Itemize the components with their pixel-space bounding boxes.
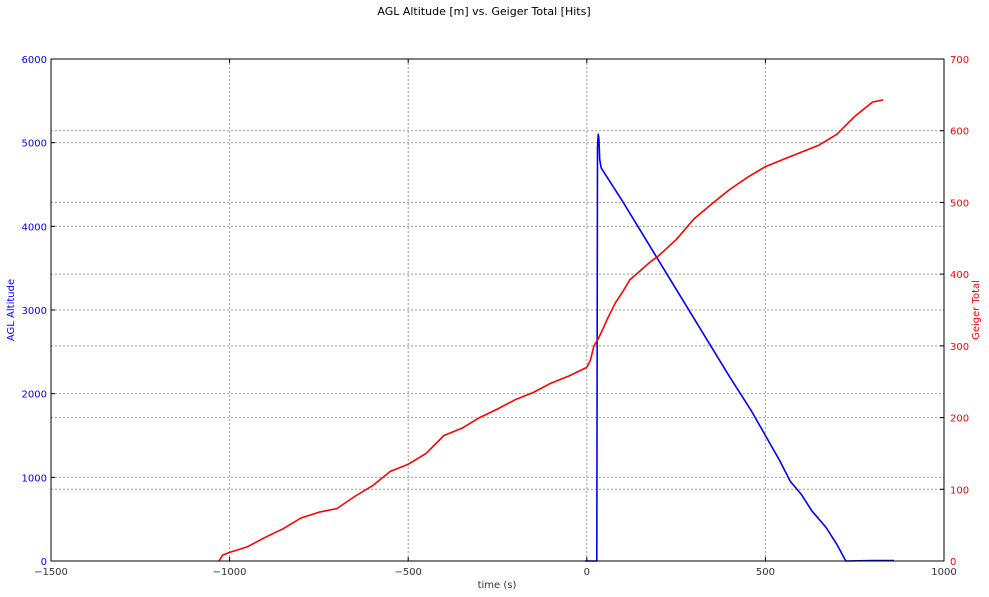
y-axis-left-title: AGL Altitude <box>6 279 17 341</box>
y-right-tick-label: 0 <box>950 557 956 568</box>
x-tick-label: 0 <box>584 567 590 578</box>
y-left-tick-label: 2000 <box>22 390 47 401</box>
chart-title: AGL Altitude [m] vs. Geiger Total [Hits] <box>377 5 590 18</box>
y-right-tick-label: 500 <box>950 198 969 209</box>
y-left-tick-label: 3000 <box>22 306 47 317</box>
series-lines <box>218 99 894 562</box>
axes: −1500 −1000 −500 0 500 1000010002000300040005… <box>22 55 970 578</box>
grid-lines <box>51 59 944 561</box>
y-left-tick-label: 0 <box>41 557 47 568</box>
x-tick-label: 500 <box>756 567 775 578</box>
x-tick-label: 1000 <box>931 567 956 578</box>
y-left-tick-label: 5000 <box>22 139 47 150</box>
x-tick-label: −1500 <box>34 567 68 578</box>
y-right-tick-label: 200 <box>950 414 969 425</box>
y-right-tick-label: 100 <box>950 485 969 496</box>
x-axis-title: time (s) <box>478 580 517 591</box>
y-right-tick-label: 400 <box>950 270 969 281</box>
agl-altitude-line <box>585 133 894 562</box>
geiger-total-line <box>218 99 884 562</box>
y-right-tick-label: 600 <box>950 127 969 138</box>
y-right-tick-label: 300 <box>950 342 969 353</box>
y-left-tick-label: 1000 <box>22 473 47 484</box>
x-tick-label: −500 <box>394 567 421 578</box>
y-axis-right-title: Geiger Total <box>971 280 982 340</box>
y-left-tick-label: 6000 <box>22 55 47 66</box>
y-right-tick-label: 700 <box>950 55 969 66</box>
y-left-tick-label: 4000 <box>22 222 47 233</box>
x-tick-label: −1000 <box>213 567 247 578</box>
